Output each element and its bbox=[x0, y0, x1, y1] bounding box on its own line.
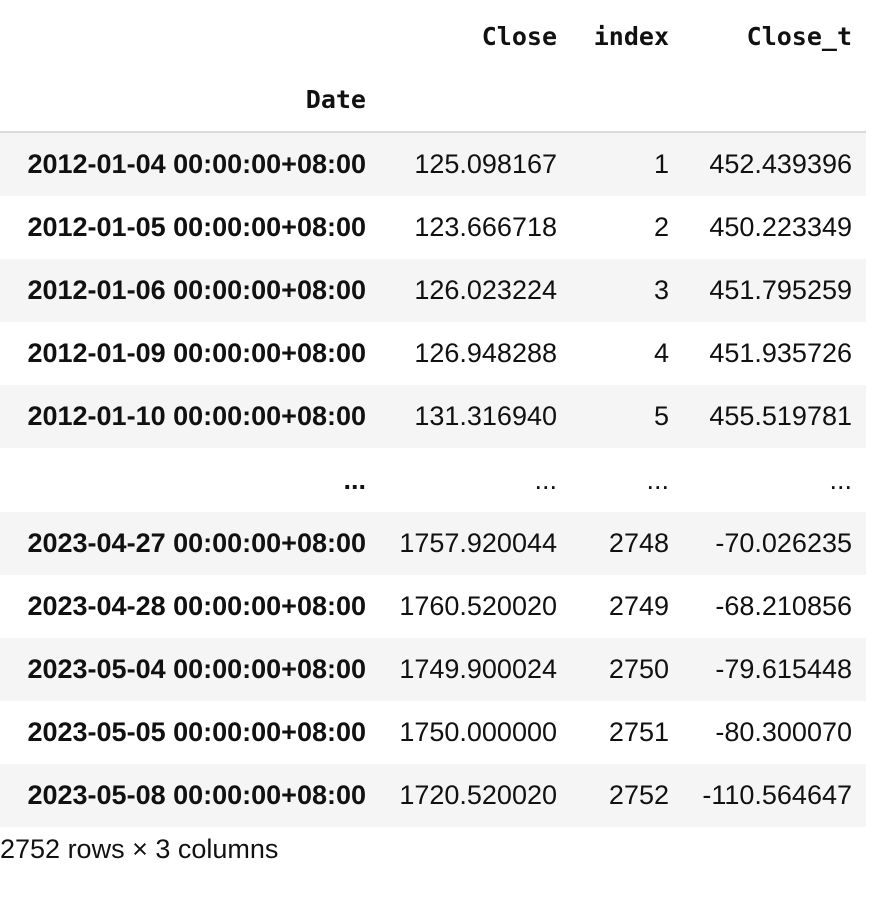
row-date: 2023-04-27 00:00:00+08:00 bbox=[27, 528, 366, 558]
cell-close-t: 452.439396 bbox=[709, 149, 852, 179]
cell-index: 2752 bbox=[608, 780, 669, 810]
table-header: Close index Close_t Date bbox=[0, 5, 866, 133]
cell-close: 126.948288 bbox=[414, 338, 557, 368]
row-date: 2023-05-05 00:00:00+08:00 bbox=[27, 717, 366, 747]
table-row: 2012-01-04 00:00:00+08:00 125.098167 1 4… bbox=[0, 132, 866, 196]
row-date: 2012-01-06 00:00:00+08:00 bbox=[27, 275, 366, 305]
column-header-index: index bbox=[593, 22, 669, 51]
row-date: 2012-01-05 00:00:00+08:00 bbox=[27, 212, 366, 242]
ellipsis-row: ... ... ... ... bbox=[0, 448, 866, 512]
cell-close-t: -110.564647 bbox=[702, 780, 852, 810]
cell-close-t: 450.223349 bbox=[709, 212, 852, 242]
row-date: 2012-01-10 00:00:00+08:00 bbox=[27, 401, 366, 431]
cell-index: 4 bbox=[653, 338, 669, 368]
row-date: 2012-01-09 00:00:00+08:00 bbox=[27, 338, 366, 368]
cell-index: 2750 bbox=[608, 654, 669, 684]
cell-close-t: 451.935726 bbox=[709, 338, 852, 368]
cell-index: 2749 bbox=[608, 591, 669, 621]
table-row: 2023-05-04 00:00:00+08:00 1749.900024 27… bbox=[0, 638, 866, 701]
table-body: 2012-01-04 00:00:00+08:00 125.098167 1 4… bbox=[0, 132, 866, 827]
table-row: 2023-04-27 00:00:00+08:00 1757.920044 27… bbox=[0, 512, 866, 575]
dataframe-table: Close index Close_t Date 2012-01-04 00:0… bbox=[0, 5, 866, 827]
cell-close: 1750.000000 bbox=[399, 717, 557, 747]
cell-index: 1 bbox=[653, 149, 669, 179]
index-name-row: Date bbox=[0, 68, 866, 133]
cell-close: 1749.900024 bbox=[399, 654, 557, 684]
cell-close: 126.023224 bbox=[414, 275, 557, 305]
row-date: 2023-05-08 00:00:00+08:00 bbox=[27, 780, 366, 810]
column-header-close: Close bbox=[481, 22, 557, 51]
table-row: 2012-01-09 00:00:00+08:00 126.948288 4 4… bbox=[0, 322, 866, 385]
table-row: 2023-05-08 00:00:00+08:00 1720.520020 27… bbox=[0, 764, 866, 827]
cell-close: 131.316940 bbox=[414, 401, 557, 431]
ellipsis-date: ... bbox=[343, 464, 366, 495]
cell-close: 123.666718 bbox=[414, 212, 557, 242]
cell-index: 2751 bbox=[608, 717, 669, 747]
cell-close-t: -80.300070 bbox=[715, 717, 852, 747]
cell-close: 1720.520020 bbox=[399, 780, 557, 810]
corner-cell bbox=[0, 5, 380, 68]
table-row: 2012-01-10 00:00:00+08:00 131.316940 5 4… bbox=[0, 385, 866, 448]
table-row: 2012-01-06 00:00:00+08:00 126.023224 3 4… bbox=[0, 259, 866, 322]
column-header-close-t: Close_t bbox=[746, 22, 852, 51]
cell-close-t: -68.210856 bbox=[715, 591, 852, 621]
ellipsis-close-t: ... bbox=[829, 464, 852, 495]
table-row: 2023-05-05 00:00:00+08:00 1750.000000 27… bbox=[0, 701, 866, 764]
row-date: 2023-05-04 00:00:00+08:00 bbox=[27, 654, 366, 684]
dataframe-dimensions: 2752 rows × 3 columns bbox=[0, 834, 279, 864]
row-date: 2023-04-28 00:00:00+08:00 bbox=[27, 591, 366, 621]
table-row: 2012-01-05 00:00:00+08:00 123.666718 2 4… bbox=[0, 196, 866, 259]
cell-index: 2748 bbox=[608, 528, 669, 558]
ellipsis-close: ... bbox=[534, 464, 557, 495]
cell-index: 5 bbox=[653, 401, 669, 431]
cell-index: 2 bbox=[653, 212, 669, 242]
cell-close-t: 451.795259 bbox=[709, 275, 852, 305]
column-header-row: Close index Close_t bbox=[0, 5, 866, 68]
cell-close: 125.098167 bbox=[414, 149, 557, 179]
cell-close-t: 455.519781 bbox=[709, 401, 852, 431]
cell-close: 1760.520020 bbox=[399, 591, 557, 621]
index-name-header: Date bbox=[0, 68, 380, 133]
table-row: 2023-04-28 00:00:00+08:00 1760.520020 27… bbox=[0, 575, 866, 638]
row-date: 2012-01-04 00:00:00+08:00 bbox=[27, 149, 366, 179]
cell-close: 1757.920044 bbox=[399, 528, 557, 558]
cell-close-t: -70.026235 bbox=[715, 528, 852, 558]
cell-close-t: -79.615448 bbox=[715, 654, 852, 684]
cell-index: 3 bbox=[653, 275, 669, 305]
ellipsis-index: ... bbox=[646, 464, 669, 495]
